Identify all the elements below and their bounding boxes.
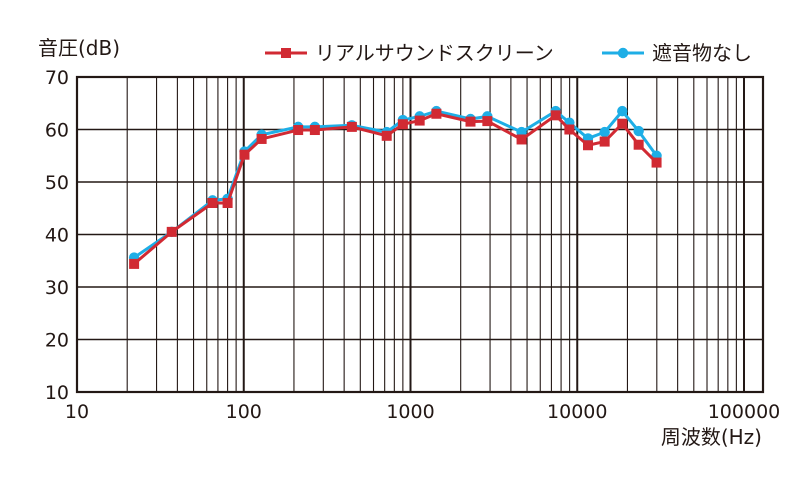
y-tick-label: 30 xyxy=(45,277,69,299)
data-point-square xyxy=(482,116,493,127)
data-point-square xyxy=(617,118,628,129)
y-axis-title: 音圧(dB) xyxy=(38,36,120,60)
data-point-square xyxy=(239,149,250,160)
x-tick-label: 100 xyxy=(226,401,262,423)
x-tick-label: 100000 xyxy=(708,401,781,423)
grid xyxy=(77,77,763,392)
legend-item: リアルサウンドスクリーン xyxy=(265,41,554,65)
legend-label: 遮音物なし xyxy=(652,41,752,65)
data-point-square xyxy=(465,116,476,127)
y-tick-label: 50 xyxy=(45,172,69,194)
data-point-square xyxy=(129,258,140,269)
legend-swatch-square xyxy=(281,48,291,58)
x-tick-label: 1000 xyxy=(386,401,434,423)
legend-swatch-circle xyxy=(617,47,629,59)
data-point-square xyxy=(256,133,267,144)
data-point-square xyxy=(633,139,644,150)
data-point-square xyxy=(431,108,442,119)
data-point-square xyxy=(222,198,233,208)
y-tick-label: 10 xyxy=(45,382,69,404)
y-axis-tick-labels: 10 20 30 40 50 60 70 xyxy=(45,67,69,404)
data-point-square xyxy=(346,121,357,132)
plot-area-frame xyxy=(75,75,765,394)
data-point-square xyxy=(564,124,575,135)
x-axis-tick-labels: 10 100 1000 10000 100000 xyxy=(65,401,780,423)
data-point-circle xyxy=(599,126,610,138)
x-axis-title: 周波数(Hz) xyxy=(661,425,762,449)
data-point-square xyxy=(582,140,593,151)
data-point-square xyxy=(397,119,408,130)
data-point-square xyxy=(516,134,527,145)
data-point-circle xyxy=(633,125,644,137)
data-point-square xyxy=(293,125,304,136)
data-point-square xyxy=(414,115,425,126)
legend: リアルサウンドスクリーン 遮音物なし xyxy=(265,41,752,65)
data-point-square xyxy=(309,125,320,136)
x-tick-label: 10 xyxy=(65,401,89,423)
data-point-square xyxy=(651,157,662,168)
data-point-circle xyxy=(617,105,628,117)
data-point-square xyxy=(550,110,561,121)
legend-item: 遮音物なし xyxy=(602,41,752,65)
x-tick-label: 10000 xyxy=(547,401,607,423)
data-point-square xyxy=(599,136,610,147)
y-tick-label: 70 xyxy=(45,67,69,89)
data-point-square xyxy=(166,226,177,237)
data-point-square xyxy=(381,130,392,141)
legend-label: リアルサウンドスクリーン xyxy=(315,41,554,65)
y-tick-label: 60 xyxy=(45,120,69,142)
data-point-square xyxy=(207,198,218,208)
y-tick-label: 40 xyxy=(45,225,69,247)
y-tick-label: 20 xyxy=(45,330,69,352)
series-layer xyxy=(128,105,662,269)
series-real-sound-screen xyxy=(129,108,662,269)
